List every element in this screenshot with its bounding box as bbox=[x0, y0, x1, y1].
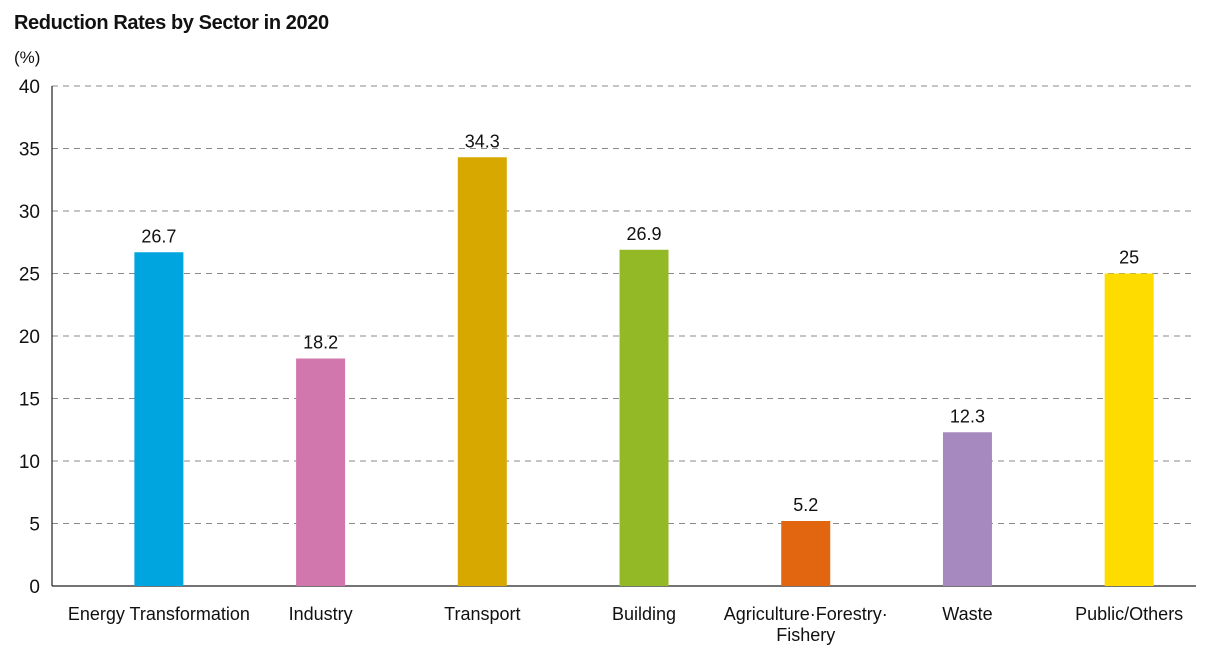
category-label: Industry bbox=[289, 604, 353, 624]
y-tick-label: 10 bbox=[19, 452, 40, 473]
bar-4 bbox=[619, 249, 669, 586]
bars bbox=[134, 157, 1154, 586]
y-tick-label: 15 bbox=[19, 390, 40, 411]
bar-7 bbox=[1104, 273, 1154, 586]
value-label: 5.2 bbox=[793, 495, 818, 515]
y-tick-label: 0 bbox=[29, 577, 40, 598]
bar-3 bbox=[457, 157, 507, 586]
category-labels: Energy Transformation Industry Transport Bu… bbox=[68, 604, 1183, 645]
y-tick-label: 35 bbox=[19, 140, 40, 161]
category-label: Waste bbox=[942, 604, 992, 624]
value-label: 12.3 bbox=[950, 406, 985, 426]
bar-1 bbox=[134, 252, 184, 586]
category-label: Public/Others bbox=[1075, 604, 1183, 624]
y-tick-label: 25 bbox=[19, 265, 40, 286]
category-label: Agriculture·Forestry· bbox=[724, 604, 888, 624]
bar-6 bbox=[942, 432, 992, 586]
value-label: 34.3 bbox=[465, 131, 500, 151]
bar-2 bbox=[296, 358, 346, 586]
category-label: Energy Transformation bbox=[68, 604, 250, 624]
y-tick-label: 5 bbox=[29, 515, 40, 536]
category-label: Transport bbox=[444, 604, 520, 624]
bar-5 bbox=[781, 521, 831, 586]
chart-title: Reduction Rates by Sector in 2020 bbox=[14, 12, 329, 34]
y-tick-labels: 0 5 10 15 20 25 30 35 40 bbox=[19, 77, 40, 598]
y-axis-unit-label: (%) bbox=[14, 48, 41, 67]
value-label: 25 bbox=[1119, 248, 1139, 268]
value-labels: 26.7 18.2 34.3 26.9 5.2 12.3 25 bbox=[141, 131, 1139, 515]
category-label: Building bbox=[612, 604, 676, 624]
value-label: 18.2 bbox=[303, 333, 338, 353]
category-label: Fishery bbox=[776, 625, 835, 645]
y-tick-label: 20 bbox=[19, 327, 40, 348]
y-tick-label: 40 bbox=[19, 77, 40, 98]
value-label: 26.9 bbox=[626, 224, 661, 244]
value-label: 26.7 bbox=[141, 226, 176, 246]
y-tick-label: 30 bbox=[19, 202, 40, 223]
